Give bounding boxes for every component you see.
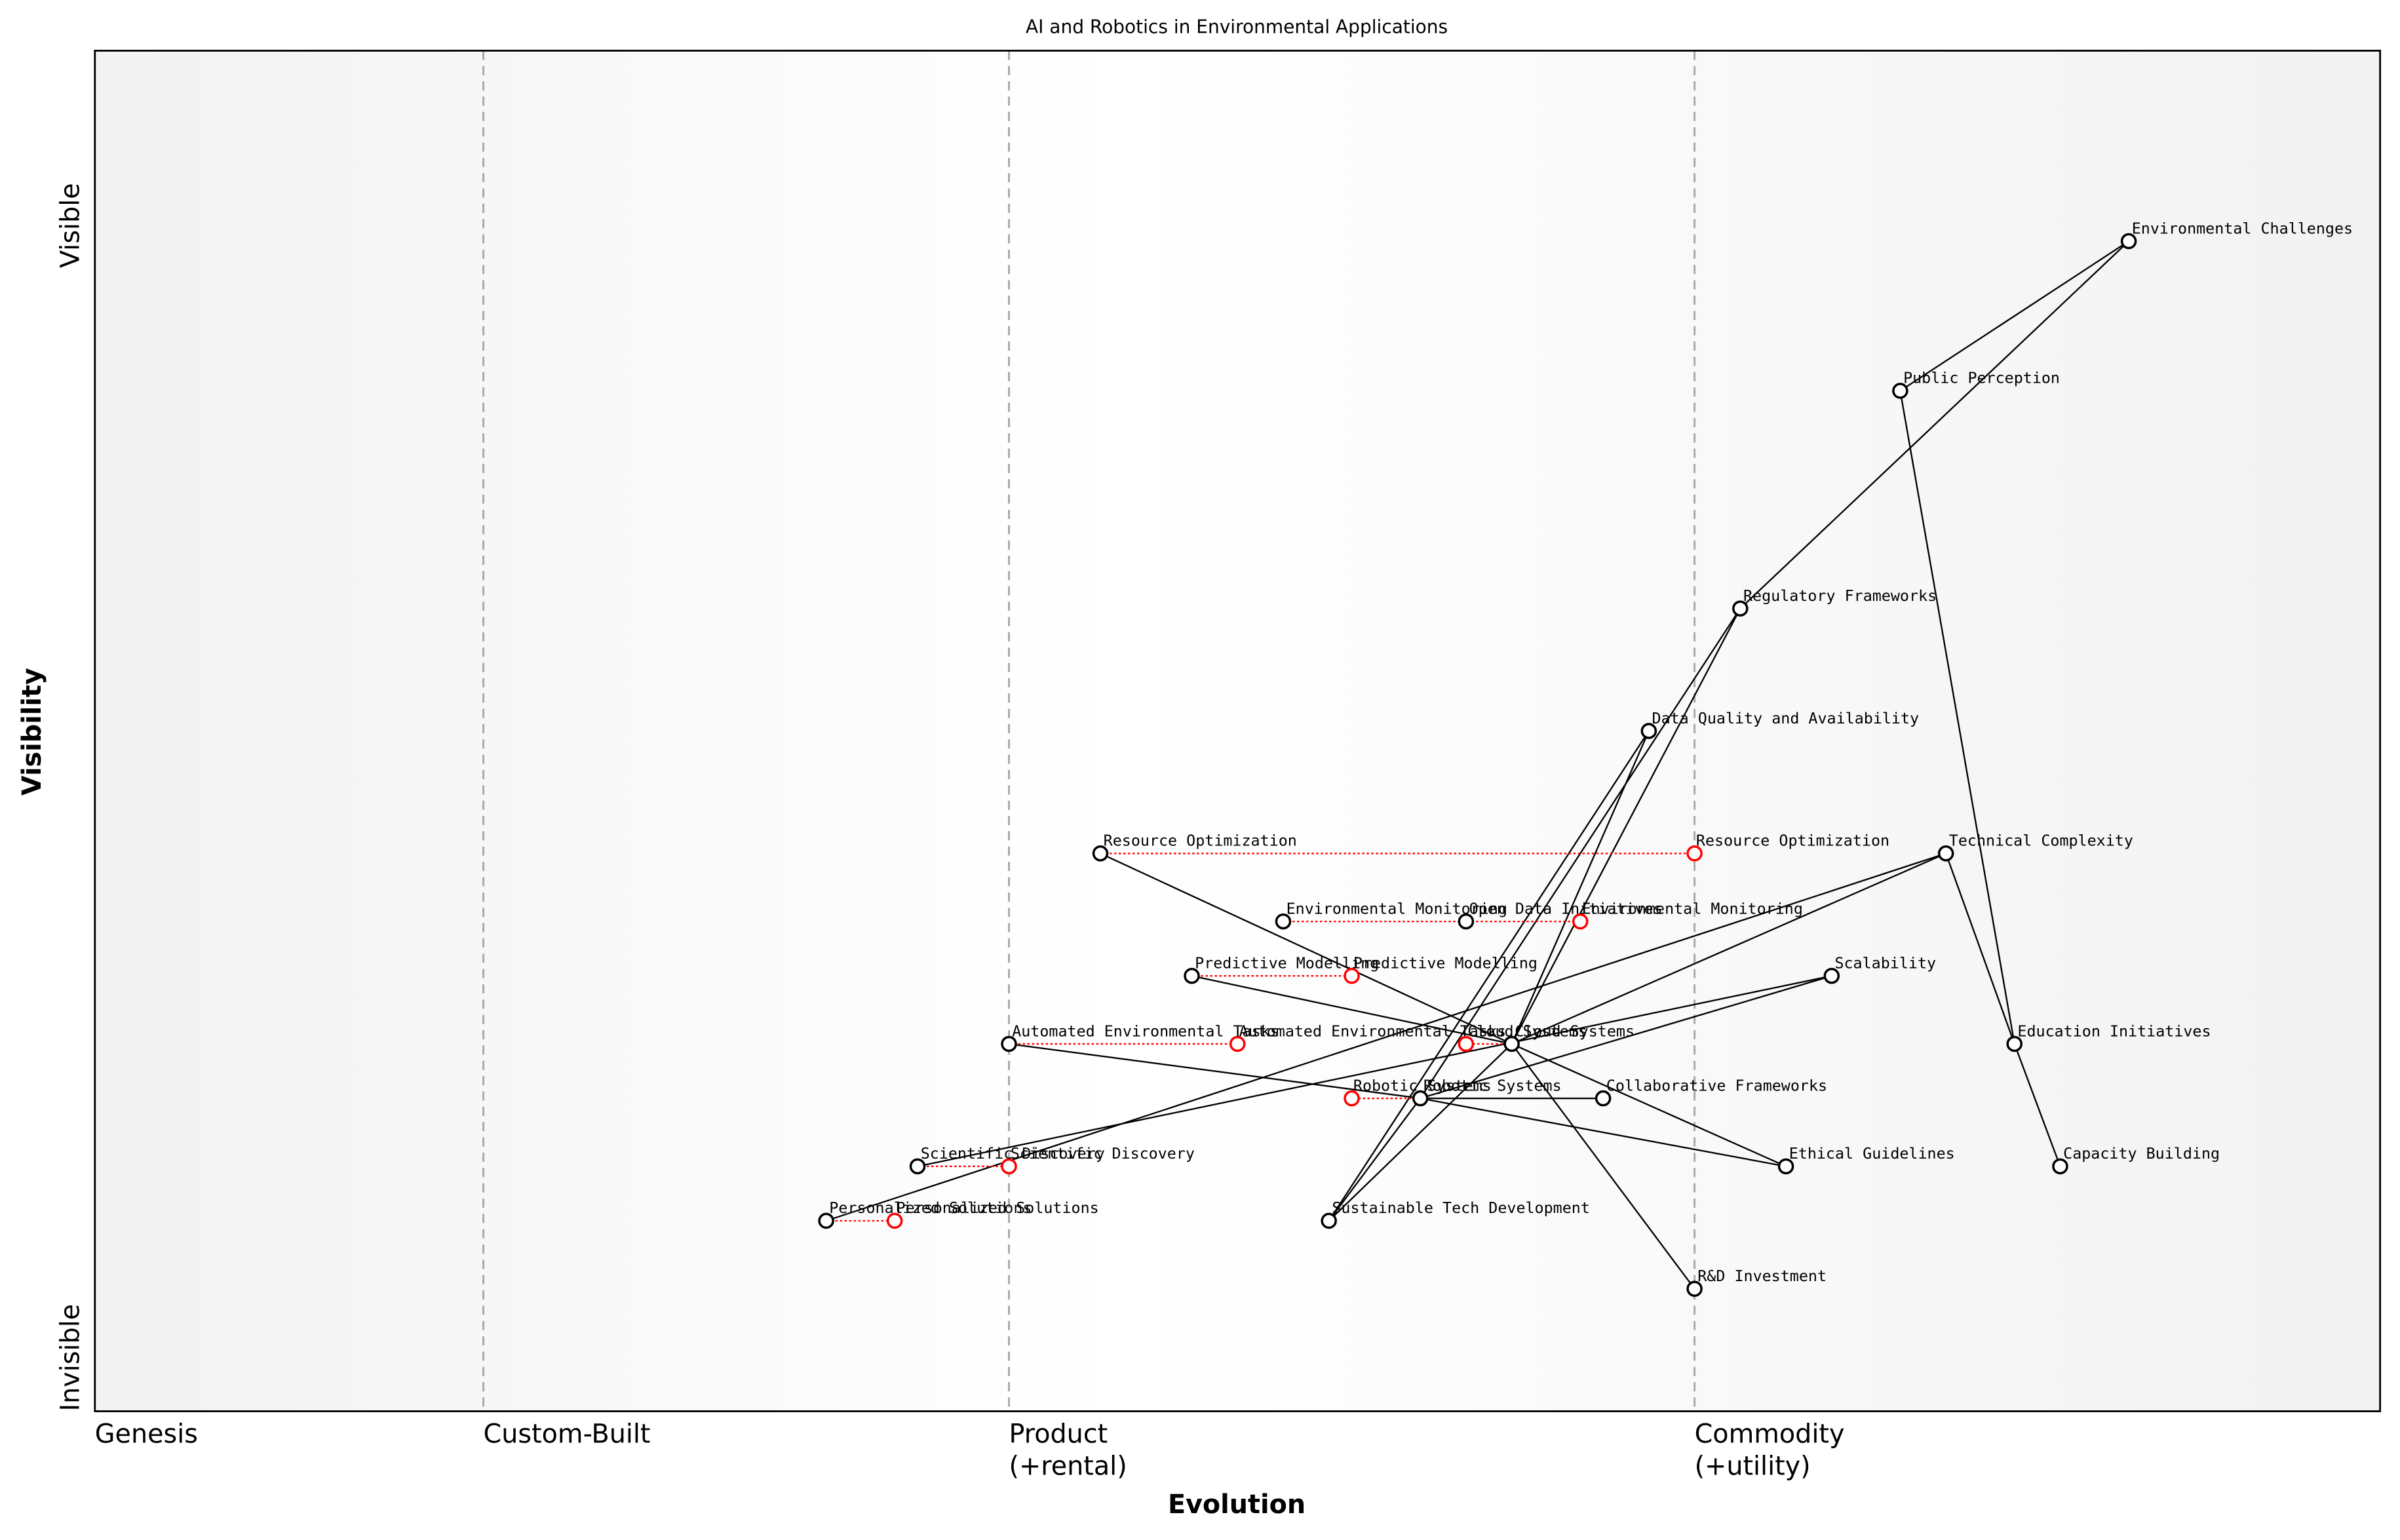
- node-label: Capacity Building: [2063, 1144, 2220, 1163]
- evolve-label: Predictive Modelling: [1353, 953, 1538, 972]
- node-label: Regulatory Frameworks: [1743, 587, 1937, 605]
- node-label: Resource Optimization: [1104, 832, 1297, 850]
- node: [1732, 600, 1749, 617]
- node: [1686, 1280, 1703, 1297]
- node: [2006, 1035, 2023, 1052]
- evolve-label: Environmental Monitoring: [1582, 899, 1803, 917]
- evolve-node: [1572, 913, 1589, 930]
- link: [917, 975, 1832, 1167]
- node: [1412, 1090, 1429, 1107]
- link: [1420, 607, 1741, 1099]
- node-label: Open Data Initiatives: [1469, 899, 1663, 917]
- node-label: Robotic Systems: [1423, 1076, 1562, 1094]
- evolve-node: [1344, 1090, 1360, 1107]
- plot-background: [94, 50, 2380, 1412]
- visible-label: Visible: [55, 183, 85, 268]
- link: [1328, 730, 1650, 1222]
- link: [1899, 391, 2015, 1045]
- node-label: Collaborative Frameworks: [1606, 1076, 1827, 1094]
- x-axis-label: Evolution: [1168, 1490, 1306, 1520]
- link: [1899, 241, 2129, 392]
- stage-label: Genesis: [95, 1419, 198, 1449]
- link: [1511, 853, 1946, 1045]
- node-label: Public Perception: [1903, 369, 2060, 387]
- node: [1640, 723, 1657, 739]
- node-label: Scalability: [1834, 953, 1936, 972]
- node: [1823, 967, 1840, 984]
- node: [909, 1158, 926, 1175]
- evolve-node: [1686, 845, 1703, 862]
- node: [818, 1212, 834, 1229]
- link: [1420, 975, 1832, 1100]
- link: [1191, 975, 1512, 1045]
- node-label: Education Initiatives: [2017, 1022, 2211, 1040]
- stage-label: Product: [1009, 1419, 1108, 1449]
- evolve-node: [1001, 1158, 1017, 1175]
- link: [1009, 1043, 1421, 1100]
- link: [1420, 1097, 1787, 1167]
- node-label: Personalized Solutions: [829, 1199, 1032, 1217]
- node: [1458, 913, 1475, 930]
- node: [2120, 233, 2137, 250]
- chart-title: AI and Robotics in Environmental Applica…: [1026, 16, 1448, 37]
- evolve-node: [1229, 1035, 1246, 1052]
- node-label: Technical Complexity: [1949, 832, 2133, 850]
- node: [1275, 913, 1292, 930]
- plot-frame: [94, 49, 2382, 1412]
- node: [1503, 1035, 1520, 1052]
- link: [1328, 1098, 1422, 1222]
- evolve-node: [1344, 967, 1360, 984]
- y-axis-label: Visibility: [17, 668, 47, 796]
- invisible-label: Invisible: [55, 1304, 85, 1412]
- stage-label: (+rental): [1009, 1451, 1127, 1481]
- node: [1937, 845, 1954, 862]
- node: [1777, 1158, 1794, 1175]
- node-label: Scientific Discovery: [921, 1144, 1105, 1163]
- link: [1739, 241, 2129, 609]
- node: [1892, 383, 1908, 399]
- evolve-label: Resource Optimization: [1696, 832, 1889, 850]
- evolve-node: [886, 1212, 903, 1229]
- link: [1511, 1043, 1695, 1290]
- stage-label: Custom-Built: [484, 1419, 651, 1449]
- link: [1100, 853, 1513, 1045]
- link: [1945, 853, 2015, 1045]
- link: [1511, 730, 1650, 1045]
- evolve-node: [1458, 1035, 1475, 1052]
- node-label: Predictive Modelling: [1195, 953, 1379, 972]
- evolve-label: Scientific Discovery: [1011, 1144, 1195, 1163]
- node: [1001, 1035, 1017, 1052]
- node-label: Sustainable Tech Development: [1332, 1199, 1590, 1217]
- node: [1321, 1212, 1337, 1229]
- evolve-label: Automated Environmental Tasks: [1239, 1022, 1507, 1040]
- node-label: Environmental Challenges: [2132, 219, 2353, 237]
- link: [1511, 1043, 1787, 1167]
- node: [1595, 1090, 1612, 1107]
- evolve-label: Cloud Systems: [1467, 1022, 1587, 1040]
- evolve-label: Personalized Solutions: [897, 1199, 1099, 1217]
- node-label: Automated Environmental Tasks: [1012, 1022, 1279, 1040]
- node: [2052, 1158, 2068, 1175]
- node: [1092, 845, 1109, 862]
- node-label: Ethical Guidelines: [1789, 1144, 1955, 1163]
- stage-label: Commodity: [1695, 1419, 1845, 1449]
- link: [1511, 608, 1741, 1045]
- node-label: Environmental Monitoring: [1287, 899, 1507, 917]
- link: [1328, 1043, 1513, 1222]
- node-label: R&D Investment: [1697, 1267, 1827, 1285]
- node: [1184, 967, 1200, 984]
- node-label: Data Quality and Availability: [1652, 709, 1920, 727]
- node-label: Cloud Systems: [1515, 1022, 1635, 1040]
- stage-label: (+utility): [1695, 1451, 1811, 1481]
- link: [2013, 1043, 2061, 1167]
